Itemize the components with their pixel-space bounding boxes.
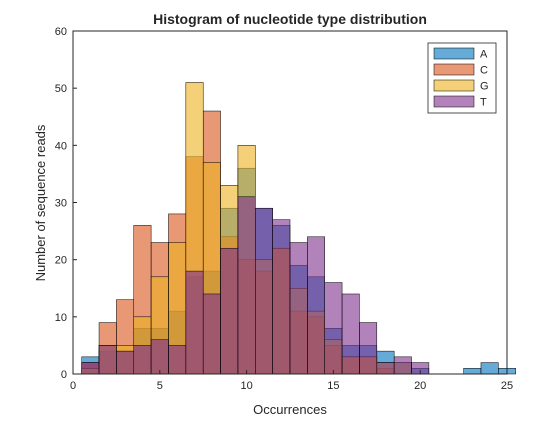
y-tick-label: 0 — [61, 369, 67, 381]
legend-swatch-G — [433, 79, 475, 92]
y-axis-label: Number of sequence reads — [33, 124, 48, 281]
legend-label-C: C — [480, 65, 488, 77]
legend-label-G: G — [480, 81, 489, 93]
y-tick-label: 10 — [55, 312, 67, 324]
bar-T-19 — [393, 356, 412, 375]
bar-T-1 — [81, 362, 100, 375]
bar-T-15 — [324, 282, 343, 375]
x-tick-label: 25 — [501, 380, 513, 392]
x-tick-label: 15 — [327, 380, 339, 392]
legend-swatch-A — [433, 47, 475, 60]
bar-T-18 — [376, 362, 395, 375]
legend-label-A: A — [480, 49, 488, 61]
bar-T-7 — [185, 270, 204, 375]
bar-T-11 — [255, 207, 273, 375]
x-tick-label: 5 — [157, 380, 163, 392]
bar-T-3 — [116, 350, 135, 375]
bar-T-2 — [98, 345, 117, 375]
bar-T-4 — [133, 345, 152, 375]
bar-T-6 — [168, 345, 187, 375]
x-tick-label: 0 — [70, 380, 76, 392]
legend-swatch-T — [433, 95, 475, 108]
y-tick-label: 60 — [55, 26, 67, 38]
y-tick-label: 30 — [55, 198, 67, 210]
bar-T-8 — [202, 293, 221, 375]
chart-title: Histogram of nucleotide type distributio… — [153, 11, 427, 27]
bar-A-23 — [463, 368, 482, 375]
bar-T-9 — [220, 247, 239, 375]
bar-T-10 — [237, 196, 256, 375]
x-tick-label: 10 — [240, 380, 252, 392]
y-tick-label: 40 — [55, 140, 67, 152]
bar-T-12 — [272, 219, 291, 375]
y-tick-label: 50 — [55, 83, 67, 95]
y-tick-label: 20 — [55, 255, 67, 267]
x-tick-label: 20 — [414, 380, 426, 392]
y-axis-ticks: 0 10 20 30 40 50 60 — [55, 26, 77, 381]
x-axis-label: Occurrences — [253, 402, 327, 417]
bar-A-24 — [480, 362, 499, 375]
bar-T-13 — [289, 242, 308, 375]
bar-T-16 — [341, 293, 360, 375]
bar-T-17 — [359, 322, 378, 375]
legend-label-T: T — [480, 97, 487, 109]
legend-swatch-C — [433, 63, 475, 76]
bar-T-14 — [307, 236, 325, 375]
bars-group — [81, 82, 516, 375]
x-axis-ticks: 0 5 10 15 20 25 — [70, 370, 513, 392]
bar-T-5 — [150, 339, 169, 375]
